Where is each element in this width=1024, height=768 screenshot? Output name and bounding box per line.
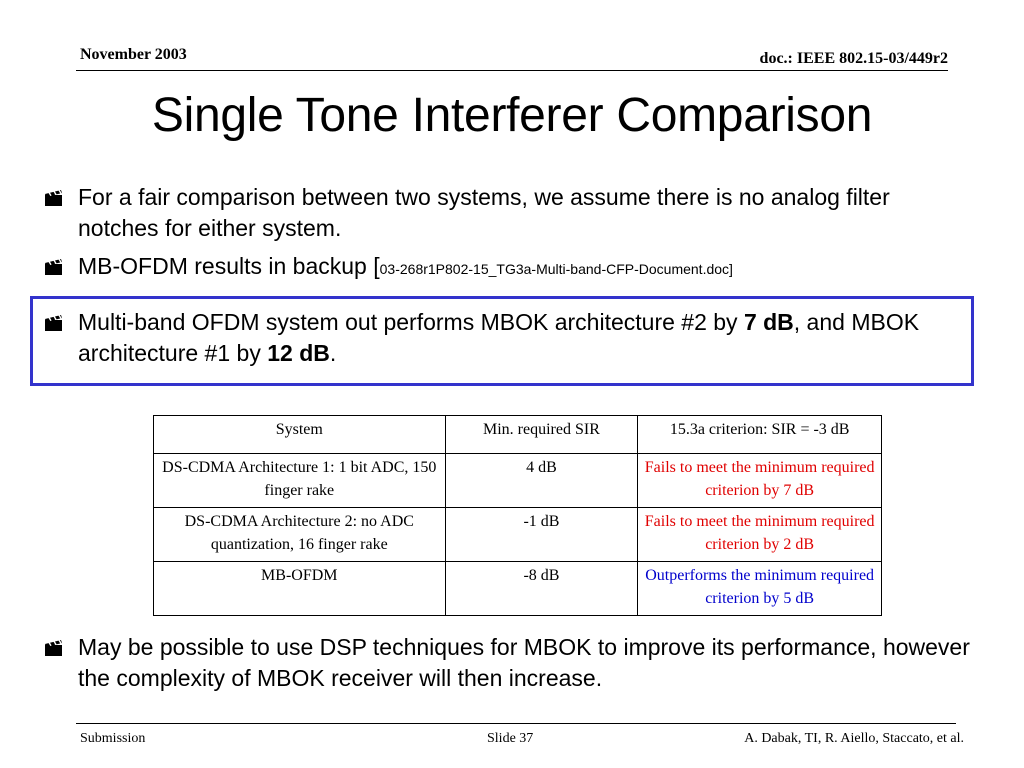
bullet-text: For a fair comparison between two system… bbox=[78, 184, 890, 241]
footer-submission: Submission bbox=[80, 731, 146, 746]
header-cell: 15.3a criterion: SIR = -3 dB bbox=[637, 415, 882, 454]
sir-cell: -1 dB bbox=[444, 507, 639, 562]
clapperboard-icon bbox=[44, 182, 78, 244]
header-doc-id: doc.: IEEE 802.15-03/449r2 bbox=[759, 50, 948, 67]
criterion-cell: Fails to meet the minimum required crite… bbox=[637, 453, 882, 508]
header-rule bbox=[76, 70, 948, 71]
text-part: , and MBOK architecture #1 by bbox=[78, 309, 920, 366]
table-header-row: System Min. required SIR 15.3a criterion… bbox=[153, 415, 882, 454]
system-cell: DS-CDMA Architecture 1: 1 bit ADC, 150 f… bbox=[153, 453, 446, 508]
header-cell: System bbox=[153, 415, 446, 454]
system-cell: MB-OFDM bbox=[153, 561, 446, 616]
sir-cell: 4 dB bbox=[444, 453, 639, 508]
header-cell: Min. required SIR bbox=[444, 415, 639, 454]
table-row: DS-CDMA Architecture 1: 1 bit ADC, 150 f… bbox=[153, 453, 882, 508]
highlight-box bbox=[30, 296, 974, 386]
text-part: Multi-band OFDM system out performs MBOK… bbox=[78, 309, 744, 335]
slide-title: Single Tone Interferer Comparison bbox=[151, 89, 873, 142]
criterion-cell: Outperforms the minimum required criteri… bbox=[637, 561, 882, 616]
clapperboard-icon bbox=[44, 251, 78, 285]
footer-slide-number: Slide 37 bbox=[487, 731, 534, 746]
clapperboard-icon bbox=[44, 632, 78, 694]
bullet-fair-comparison: For a fair comparison between two system… bbox=[44, 182, 944, 244]
emphasis-12db: 12 dB bbox=[267, 340, 330, 366]
system-cell: DS-CDMA Architecture 2: no ADC quantizat… bbox=[153, 507, 446, 562]
criterion-cell: Fails to meet the minimum required crite… bbox=[637, 507, 882, 562]
clapperboard-icon bbox=[44, 307, 78, 369]
backup-doc-reference: 03-268r1P802-15_TG3a-Multi-band-CFP-Docu… bbox=[379, 261, 733, 277]
footer-authors: A. Dabak, TI, R. Aiello, Staccato, et al… bbox=[744, 731, 964, 746]
table-row: MB-OFDM -8 dB Outperforms the minimum re… bbox=[153, 561, 882, 616]
results-table: System Min. required SIR 15.3a criterion… bbox=[153, 415, 882, 616]
sir-cell: -8 dB bbox=[444, 561, 639, 616]
backup-label: MB-OFDM results in backup [ bbox=[78, 253, 380, 279]
header-date: November 2003 bbox=[80, 46, 187, 63]
bullet-mb-ofdm-backup: MB-OFDM results in backup [03-268r1P802-… bbox=[44, 251, 974, 285]
bullet-ofdm-outperforms: Multi-band OFDM system out performs MBOK… bbox=[44, 307, 944, 369]
footer-rule bbox=[76, 723, 956, 724]
emphasis-7db: 7 dB bbox=[743, 309, 794, 335]
bullet-text: MB-OFDM results in backup [03-268r1P802-… bbox=[78, 251, 733, 285]
table-row: DS-CDMA Architecture 2: no ADC quantizat… bbox=[153, 507, 882, 562]
bullet-text: May be possible to use DSP techniques fo… bbox=[78, 634, 970, 691]
bullet-text: Multi-band OFDM system out performs MBOK… bbox=[78, 307, 944, 369]
bullet-dsp-techniques: May be possible to use DSP techniques fo… bbox=[44, 632, 974, 694]
text-part: . bbox=[329, 340, 337, 366]
